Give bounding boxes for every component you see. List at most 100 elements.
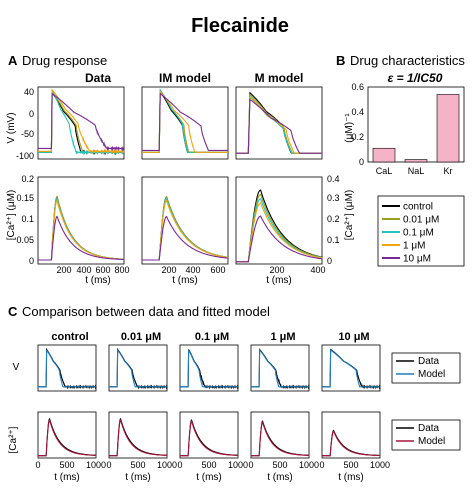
ca-right-ytick: 0 — [327, 256, 332, 266]
c-xtick: 1000 — [86, 460, 106, 470]
c-xtick: 0 — [177, 460, 182, 470]
panel-b-bar-chart: CaL NaL Kr 0.6 0.4 0.2 0 — [351, 82, 465, 176]
xtick-data: 200 — [56, 265, 71, 275]
c-xlabel: t (ms) — [125, 472, 151, 483]
c-v-box-1 — [108, 344, 168, 392]
ca-ytick: 0.15 — [16, 193, 34, 203]
a-v-ylabel: V (mV) — [6, 112, 17, 143]
c-xlabel: t (ms) — [54, 472, 80, 483]
legend-label-3: 1 μM — [403, 241, 425, 252]
c-xtick: 1000 — [157, 460, 177, 470]
c-row-label-v: V — [13, 362, 20, 373]
c-v-box-0 — [37, 344, 97, 392]
c-xtick: 1000 — [299, 460, 319, 470]
legend-label-0: control — [403, 202, 433, 213]
col-title-m-model: M model — [255, 71, 304, 85]
panel-a-axes: 400-50-1000.20.150.10.0500.40.30.20.1020… — [16, 86, 340, 275]
v-axes-box-2 — [235, 86, 323, 160]
c-xtick: 0 — [106, 460, 111, 470]
c-xtick: 1000 — [370, 460, 390, 470]
ca-ytick: 0 — [29, 256, 34, 266]
c-xtick: 500 — [272, 460, 287, 470]
b-ytick: 0.2 — [351, 132, 364, 142]
legend-label-1: 0.01 μM — [403, 215, 439, 226]
ca-axes-box-0 — [37, 176, 125, 265]
xtick-im: 600 — [210, 265, 225, 275]
bar-category-label: NaL — [408, 166, 425, 176]
b-ytick: 0 — [359, 157, 364, 167]
a-v-trace-1-4 — [142, 92, 228, 151]
a-ca-right-ylabel: [Ca²⁺] (μM) — [344, 190, 355, 240]
a-ca-trace-1-2 — [142, 197, 229, 261]
panel-b-title: Drug characteristics — [350, 53, 465, 68]
c-ca-model-trace-1 — [109, 419, 167, 457]
panel-a-legend: control 0.01 μM 0.1 μM 1 μM 10 μM — [377, 195, 465, 267]
xtick-m: 400 — [310, 265, 325, 275]
legend-label-2: 0.1 μM — [403, 228, 434, 239]
c-legend-data-label: Data — [418, 423, 440, 434]
a-v-trace-0-1 — [38, 90, 125, 156]
xtick-data: 400 — [76, 265, 91, 275]
c-v-box-3 — [250, 344, 310, 392]
panel-a-title: Drug response — [22, 53, 107, 68]
ca-right-ytick: 0.1 — [327, 235, 340, 245]
c-ca-model-trace-4 — [322, 430, 380, 457]
c-xtick: 500 — [343, 460, 358, 470]
legend-label-4: 10 μM — [403, 254, 431, 265]
c-xtick: 1000 — [228, 460, 248, 470]
b-ytick: 0.6 — [351, 82, 364, 92]
c-xtick: 0 — [35, 460, 40, 470]
bar-category-label: Kr — [444, 166, 453, 176]
a-ca-trace-1-1 — [142, 195, 229, 261]
ca-ytick: 0.05 — [16, 235, 34, 245]
c-xlabel: t (ms) — [196, 472, 222, 483]
panel-c-title: Comparison between data and fitted model — [22, 304, 270, 319]
bar-Kr — [436, 94, 460, 163]
v-ytick: 40 — [24, 87, 34, 97]
c-ca-box-2 — [179, 411, 239, 459]
panel-a-letter: A — [8, 53, 18, 68]
a-xlabel-im: t (ms) — [172, 275, 198, 286]
a-v-trace-0-4 — [38, 92, 125, 152]
a-ca-ylabel: [Ca²⁺] (μM) — [6, 190, 17, 240]
xtick-m: 200 — [269, 265, 284, 275]
c-col-title-0: control — [51, 331, 88, 343]
bar-category-label: CaL — [376, 166, 393, 176]
ca-axes-box-2 — [235, 176, 323, 265]
panel-c-legends: Data Model Data Model — [391, 352, 461, 451]
c-legend-box-1 — [391, 419, 461, 451]
c-xtick: 500 — [130, 460, 145, 470]
xtick-im: 400 — [185, 265, 200, 275]
ca-right-ytick: 0.4 — [327, 174, 340, 184]
c-legend-model-label: Model — [418, 436, 445, 447]
c-ca-box-3 — [250, 411, 310, 459]
a-xlabel-data: t (ms) — [85, 275, 111, 286]
a-v-trace-1-3 — [142, 90, 228, 153]
c-v-model-trace-1 — [109, 348, 167, 388]
c-v-model-trace-4 — [322, 348, 380, 388]
c-xtick: 500 — [59, 460, 74, 470]
c-v-model-trace-2 — [180, 349, 238, 388]
c-v-model-trace-3 — [251, 348, 309, 388]
c-ca-model-trace-2 — [180, 420, 238, 457]
figure-title: Flecainide — [191, 15, 289, 37]
a-v-trace-0-2 — [38, 88, 125, 156]
a-ca-trace-1-0 — [142, 195, 229, 261]
c-ca-model-trace-3 — [251, 421, 309, 457]
c-xlabel: t (ms) — [267, 472, 293, 483]
xtick-data: 800 — [114, 265, 129, 275]
v-ytick: -50 — [21, 129, 34, 139]
xtick-data: 600 — [95, 265, 110, 275]
c-col-title-4: 10 μM — [338, 331, 369, 343]
c-col-title-2: 0.1 μM — [195, 331, 229, 343]
a-v-trace-0-0 — [38, 91, 125, 156]
col-title-im-model: IM model — [159, 71, 211, 85]
v-ytick: 0 — [29, 109, 34, 119]
a-ca-trace-2-4 — [236, 215, 323, 263]
b-ytick: 0.4 — [351, 107, 364, 117]
xtick-im: 200 — [161, 265, 176, 275]
v-axes-box-1 — [141, 86, 229, 160]
a-ca-trace-0-4 — [38, 215, 124, 261]
c-legend-data-label: Data — [418, 356, 440, 367]
